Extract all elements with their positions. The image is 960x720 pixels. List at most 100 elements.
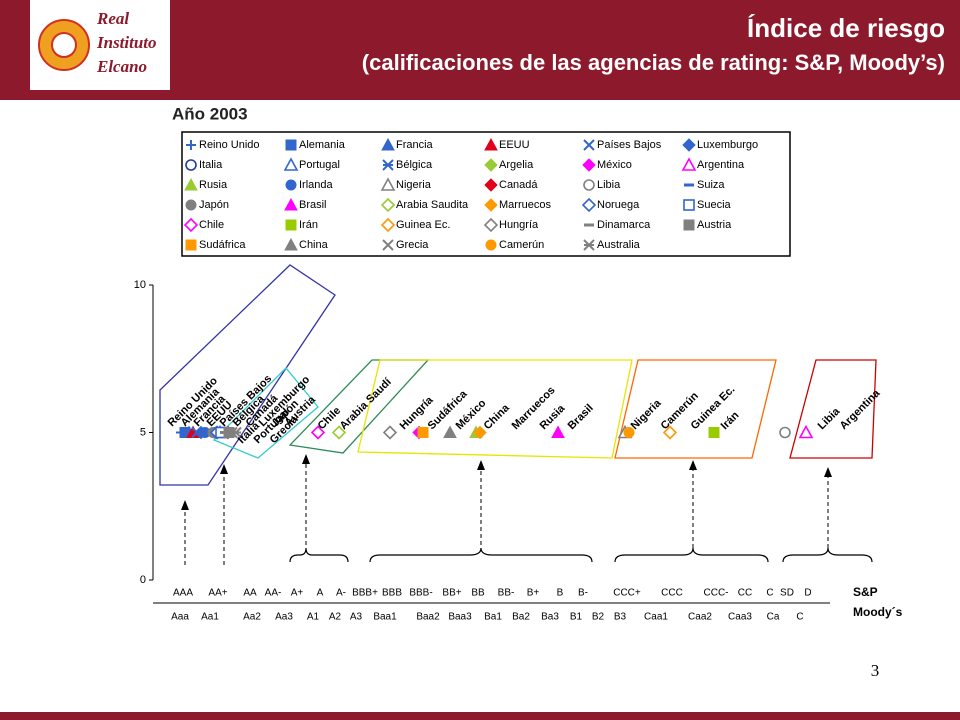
x-tick-label: CC (738, 588, 752, 599)
logo-text: Elcano (96, 57, 147, 76)
group-box (357, 359, 633, 459)
legend-label: Irán (299, 219, 318, 231)
group-box (614, 359, 777, 459)
x-tick-label: BB- (498, 588, 515, 599)
legend-label: Australia (597, 239, 641, 251)
x-tick-label: B2 (592, 612, 605, 623)
legend-label: Chile (199, 219, 224, 231)
legend-marker (285, 219, 297, 231)
legend-marker (682, 138, 696, 152)
group-label: Brasil (566, 402, 596, 432)
x-tick-label: Caa2 (688, 612, 712, 623)
x-tick-label: BB (471, 588, 485, 599)
legend-label: Suiza (697, 179, 725, 191)
legend-box (181, 131, 791, 257)
x-tick-label: B3 (614, 612, 627, 623)
legend-marker (185, 159, 197, 171)
x-tick-label: C (796, 612, 803, 623)
x-tick-label: Ba3 (541, 612, 559, 623)
legend-marker (186, 140, 196, 150)
legend-marker (284, 237, 298, 251)
x-tick-label: AAA (173, 588, 193, 599)
logo-text: Instituto (96, 33, 157, 52)
legend-marker (380, 177, 396, 191)
x-tick-label: A2 (329, 612, 342, 623)
legend-label: Grecia (396, 239, 429, 251)
brace (289, 547, 349, 563)
legend-label: Marruecos (499, 199, 551, 211)
point (708, 427, 720, 438)
x-tick-label: B+ (527, 588, 540, 599)
legend-marker (483, 217, 499, 233)
legend-label: Argentina (697, 159, 745, 171)
brace (782, 547, 873, 563)
point (623, 427, 635, 438)
x-axis-label: Moody´s (853, 605, 903, 619)
legend-label: Dinamarca (597, 219, 651, 231)
legend-label: Irlanda (299, 179, 334, 191)
legend-marker (683, 199, 695, 211)
legend-marker (681, 157, 697, 171)
y-tick-label: 5 (140, 426, 146, 438)
x-tick-label: Aa1 (201, 612, 219, 623)
legend-label: Camerún (499, 239, 544, 251)
legend-label: Austria (697, 219, 732, 231)
legend-label: Portugal (299, 159, 340, 171)
arrow-head (477, 460, 485, 470)
arrow-head (824, 467, 832, 477)
legend-marker (484, 178, 498, 192)
page-number: 3 (871, 661, 880, 680)
x-tick-label: AA+ (208, 588, 227, 599)
legend-label: Noruega (597, 199, 640, 211)
legend-marker (184, 177, 198, 191)
group-label: Irán (719, 409, 742, 432)
point (310, 425, 326, 440)
legend-marker (583, 239, 595, 251)
x-tick-label: AA (243, 588, 257, 599)
legend-marker (683, 219, 695, 231)
point (779, 426, 791, 439)
legend-label: Arabia Saudita (396, 199, 469, 211)
x-tick-label: BBB+ (352, 588, 378, 599)
group-label: Arabia Saudí (338, 375, 395, 432)
x-tick-label: AA- (265, 588, 282, 599)
legend-marker (380, 217, 396, 233)
legend-label: México (597, 159, 632, 171)
x-tick-label: Ca (767, 612, 780, 623)
legend-label: Luxemburgo (697, 139, 758, 151)
x-tick-label: A- (336, 588, 346, 599)
x-tick-label: CCC (661, 588, 683, 599)
legend-label: China (299, 239, 329, 251)
x-tick-label: D (804, 588, 811, 599)
legend-label: Argelia (499, 159, 534, 171)
legend-label: Nigeria (396, 179, 432, 191)
group-box (212, 367, 319, 459)
group-label: Libia (816, 405, 843, 432)
legend-label: Reino Unido (199, 139, 260, 151)
legend-label: Guinea Ec. (396, 219, 450, 231)
group-label: Argentina (838, 387, 883, 432)
brace (369, 547, 593, 563)
point (798, 424, 814, 439)
x-tick-label: Ba1 (484, 612, 502, 623)
arrow-head (220, 464, 228, 474)
point (473, 425, 487, 440)
x-tick-label: CCC- (704, 588, 729, 599)
x-tick-label: Baa1 (373, 612, 397, 623)
subtitle: (calificaciones de las agencias de ratin… (362, 50, 945, 75)
logo-text: Real (96, 9, 129, 28)
x-tick-label: SD (780, 588, 794, 599)
legend-marker (582, 158, 596, 172)
footer-band (0, 712, 960, 720)
legend-marker (285, 139, 297, 151)
x-axis-label: S&P (853, 585, 878, 599)
y-tick-label: 10 (134, 279, 146, 291)
legend-label: Francia (396, 139, 434, 151)
point (382, 425, 398, 440)
legend-label: Rusia (199, 179, 228, 191)
x-tick-label: Aa2 (243, 612, 261, 623)
x-tick-label: BBB- (409, 588, 432, 599)
x-tick-label: Aa3 (275, 612, 293, 623)
arrow-heads (181, 454, 832, 510)
y-tick-label: 0 (140, 574, 146, 586)
